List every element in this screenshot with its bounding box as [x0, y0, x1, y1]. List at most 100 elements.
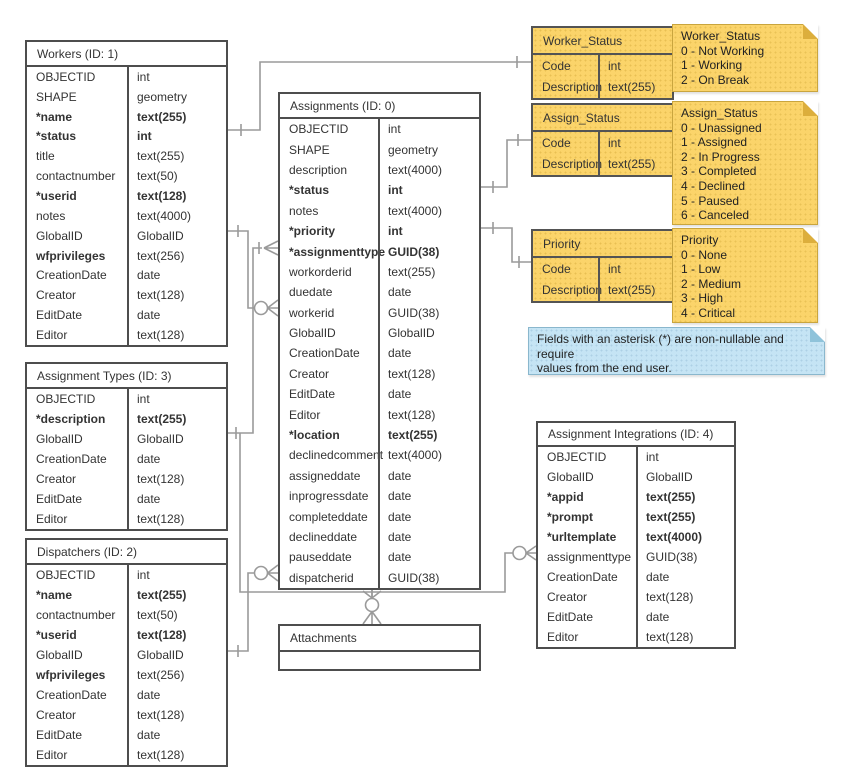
- field-type: date: [127, 725, 226, 745]
- table-fields: Code int Description text(255): [533, 132, 672, 175]
- zero-circle: [253, 565, 269, 581]
- field-type: text(4000): [378, 445, 479, 466]
- field-name: GlobalID: [36, 432, 83, 446]
- many-crowfoot: [263, 240, 279, 256]
- field-name: *assignmenttype: [289, 244, 386, 259]
- table-attachments[interactable]: Attachments: [278, 624, 481, 671]
- field-type: text(255): [127, 106, 226, 127]
- field-name: GlobalID: [289, 326, 336, 341]
- field-type: date: [378, 486, 479, 507]
- note-worker-status[interactable]: Worker_Status 0 - Not Working 1 - Working 2…: [672, 24, 818, 92]
- table-assign-status[interactable]: Assign_Status Code int Description text(255…: [531, 103, 674, 177]
- field-name: CreationDate: [36, 688, 107, 702]
- field-name: contactnumber: [36, 169, 116, 184]
- field-name: declinedcomment: [289, 448, 384, 463]
- field-type: int: [598, 258, 672, 280]
- table-title: Attachments: [280, 626, 479, 652]
- field-name: EditDate: [547, 610, 594, 624]
- field-type: text(255): [636, 507, 734, 527]
- field-type: text(256): [127, 665, 226, 685]
- field-name: GlobalID: [547, 470, 594, 484]
- field-row: dispatcherid GUID(38): [280, 567, 479, 588]
- field-type: text(4000): [378, 200, 479, 221]
- field-type: date: [127, 489, 226, 509]
- field-type: text(50): [127, 166, 226, 187]
- field-type: date: [636, 567, 734, 587]
- field-type: int: [378, 180, 479, 201]
- field-name: Editor: [36, 327, 68, 342]
- field-name: Code: [542, 261, 571, 276]
- field-type: text(4000): [636, 527, 734, 547]
- field-row: declinedcomment text(4000): [280, 445, 479, 466]
- field-type: text(128): [127, 469, 226, 489]
- field-row: wfprivileges text(256): [27, 245, 226, 266]
- field-row: CreationDate date: [27, 449, 226, 469]
- field-type: text(128): [127, 745, 226, 765]
- field-type: text(128): [127, 186, 226, 206]
- field-name: inprogressdate: [289, 489, 369, 504]
- field-name: *name: [36, 109, 73, 124]
- note-asterisk-legend[interactable]: Fields with an asterisk (*) are non-null…: [528, 327, 825, 375]
- field-row: *prompt text(255): [538, 507, 734, 527]
- field-row: Description text(255): [533, 76, 672, 98]
- field-row: GlobalID GlobalID: [280, 322, 479, 344]
- field-row: GlobalID GlobalID: [27, 645, 226, 665]
- field-row: Code int: [533, 258, 672, 280]
- field-name: CreationDate: [289, 346, 360, 361]
- field-row: *location text(255): [280, 424, 479, 446]
- field-row: Editor text(128): [538, 627, 734, 647]
- field-type: int: [598, 132, 672, 154]
- field-row: completeddate date: [280, 506, 479, 527]
- field-type: date: [636, 607, 734, 627]
- field-type: date: [378, 282, 479, 303]
- table-worker-status[interactable]: Worker_Status Code int Description text(255…: [531, 26, 674, 100]
- field-type: text(255): [127, 585, 226, 605]
- field-type: date: [127, 449, 226, 469]
- note-assign-status[interactable]: Assign_Status 0 - Unassigned 1 - Assigned 2…: [672, 101, 818, 225]
- note-body: Priority 0 - None 1 - Low 2 - Medium 3 - Hig…: [681, 233, 809, 321]
- note-priority[interactable]: Priority 0 - None 1 - Low 2 - Medium 3 - Hig…: [672, 228, 818, 323]
- rel-assignments-assignstatus: [481, 134, 531, 193]
- field-row: CreationDate date: [27, 685, 226, 705]
- field-type: int: [378, 119, 479, 140]
- field-name: dispatcherid: [289, 570, 354, 585]
- field-type: text(255): [378, 424, 479, 446]
- field-name: *description: [36, 412, 106, 426]
- table-priority[interactable]: Priority Code int Description text(255): [531, 229, 674, 303]
- field-type: text(4000): [378, 159, 479, 181]
- field-row: *name text(255): [27, 106, 226, 127]
- field-name: workerid: [289, 305, 335, 320]
- field-row: *name text(255): [27, 585, 226, 605]
- table-assignment-types[interactable]: Assignment Types (ID: 3) OBJECTID int *des…: [25, 362, 228, 531]
- field-name: title: [36, 149, 55, 164]
- field-type: date: [127, 265, 226, 286]
- field-name: *status: [289, 183, 330, 198]
- note-body: Fields with an asterisk (*) are non-null…: [537, 332, 816, 376]
- table-assignment-integrations[interactable]: Assignment Integrations (ID: 4) OBJECTID…: [536, 421, 736, 649]
- table-fields: Code int Description text(255): [533, 258, 672, 301]
- field-type: date: [127, 305, 226, 325]
- rel-workers-assignments: [228, 225, 279, 317]
- field-type: GlobalID: [127, 225, 226, 246]
- note-line: 4 - Declined: [681, 178, 746, 193]
- note-line: 2 - On Break: [681, 72, 750, 87]
- field-name: EditDate: [36, 308, 83, 323]
- field-name: Editor: [36, 512, 68, 526]
- field-type: GUID(38): [636, 547, 734, 567]
- field-row: OBJECTID int: [27, 389, 226, 409]
- field-row: *status int: [27, 126, 226, 147]
- field-row: workerid GUID(38): [280, 302, 479, 323]
- field-row: GlobalID GlobalID: [27, 225, 226, 246]
- field-type: text(255): [598, 153, 672, 175]
- field-row: Creator text(128): [538, 587, 734, 607]
- field-name: Editor: [547, 630, 579, 644]
- field-name: EditDate: [289, 387, 336, 402]
- table-assignments[interactable]: Assignments (ID: 0) OBJECTID int SHAPE geom…: [278, 92, 481, 590]
- table-title: Worker_Status: [533, 28, 672, 55]
- field-row: *userid text(128): [27, 186, 226, 206]
- field-row: Creator text(128): [27, 705, 226, 725]
- field-name: duedate: [289, 285, 333, 300]
- table-dispatchers[interactable]: Dispatchers (ID: 2) OBJECTID int *name text…: [25, 538, 228, 767]
- table-workers[interactable]: Workers (ID: 1) OBJECTID int SHAPE geometry…: [25, 40, 228, 347]
